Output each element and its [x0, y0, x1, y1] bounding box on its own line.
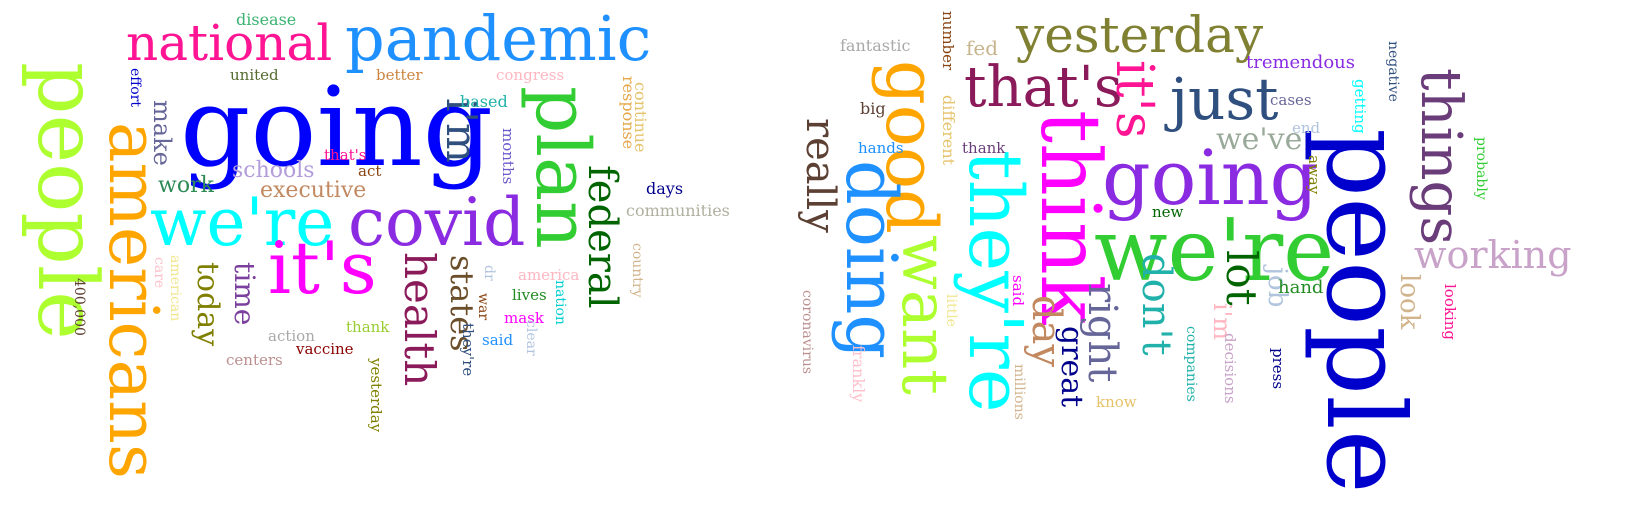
- cloud-word-days: days: [646, 179, 684, 198]
- cloud-word-hand: hand: [1278, 277, 1324, 298]
- cloud-word-negative: negative: [1385, 41, 1401, 102]
- cloud-word-executive: executive: [260, 178, 367, 203]
- cloud-word-yesterday: yesterday: [1016, 6, 1264, 64]
- cloud-word-really: really: [797, 118, 843, 233]
- cloud-word-going: going: [1102, 133, 1319, 222]
- cloud-word-we-re: we're: [1094, 201, 1335, 301]
- cloud-word-end: end: [1292, 119, 1321, 137]
- cloud-word-said: said: [1009, 275, 1027, 307]
- cloud-word-disease: disease: [236, 10, 297, 29]
- cloud-word-press: press: [1269, 348, 1287, 390]
- cloud-word-war: war: [475, 293, 491, 321]
- cloud-word-fed: fed: [966, 36, 999, 60]
- cloud-word-federal: federal: [579, 165, 625, 309]
- cloud-word-response: response: [619, 76, 638, 150]
- cloud-word-companies: companies: [1183, 326, 1199, 402]
- cloud-word-going: going: [180, 63, 494, 191]
- cloud-word-don-t: don't: [1133, 253, 1179, 356]
- cloud-word-getting: getting: [1351, 79, 1369, 134]
- cloud-word-work: work: [158, 173, 214, 198]
- cloud-word-nation: nation: [552, 280, 568, 325]
- cloud-word-pandemic: pandemic: [345, 2, 652, 75]
- cloud-word-covid: covid: [348, 184, 526, 261]
- cloud-word-millions: millions: [1011, 364, 1027, 420]
- cloud-word-away: away: [1305, 155, 1323, 195]
- cloud-word-time: time: [228, 262, 261, 326]
- cloud-word-health: health: [395, 252, 444, 387]
- cloud-word-communities: communities: [626, 201, 730, 220]
- cloud-word-lot: lot: [1217, 250, 1266, 306]
- cloud-word-months: months: [499, 128, 517, 185]
- cloud-word-it-s: it's: [268, 226, 377, 310]
- cloud-word-schools: schools: [232, 158, 315, 183]
- cloud-word-just: just: [1170, 65, 1279, 133]
- cloud-word-national: national: [126, 14, 333, 72]
- cloud-word-based: based: [460, 92, 508, 111]
- cloud-word-united: united: [230, 66, 279, 84]
- cloud-word-doing: doing: [830, 160, 912, 360]
- cloud-word-vaccine: vaccine: [296, 340, 354, 358]
- cloud-word-they-re: they're: [459, 323, 477, 377]
- cloud-word-decisions: decisions: [1221, 333, 1239, 404]
- cloud-word-probably: probably: [1473, 137, 1489, 200]
- cloud-word-big: big: [860, 99, 886, 118]
- cloud-word-that-s: that's: [324, 146, 367, 164]
- cloud-word-frankly: frankly: [849, 345, 868, 403]
- cloud-word-american: american: [167, 255, 183, 322]
- cloud-word-fantastic: fantastic: [840, 36, 911, 55]
- cloud-word-400-000: 400,000: [71, 278, 87, 336]
- cloud-word-it-s: it's: [1104, 60, 1164, 139]
- cloud-word-thank: thank: [962, 139, 1006, 157]
- word-cloud-right: people we're going think they're good want doin…: [797, 0, 1650, 520]
- cloud-word-lives: lives: [512, 286, 547, 304]
- cloud-word-act: act: [358, 162, 382, 180]
- cloud-word-action: action: [268, 327, 315, 345]
- cloud-word-dr: dr: [481, 265, 497, 281]
- cloud-word-thank: thank: [346, 318, 390, 336]
- cloud-word-cases: cases: [1270, 91, 1312, 109]
- cloud-word-better: better: [376, 66, 423, 84]
- cloud-word-things: things: [1408, 68, 1473, 246]
- cloud-word-we-re: we're: [150, 184, 335, 261]
- cloud-word-new: new: [1152, 203, 1184, 221]
- cloud-word-mask: mask: [504, 309, 544, 327]
- cloud-word-care: care: [151, 257, 167, 289]
- cloud-word-effort: effort: [127, 68, 143, 107]
- cloud-word-great: great: [1054, 326, 1089, 408]
- cloud-word-know: know: [1096, 393, 1137, 411]
- cloud-word-make: make: [148, 100, 176, 166]
- cloud-word-americans: americans: [93, 122, 172, 479]
- cloud-word-coronavirus: coronavirus: [799, 290, 815, 375]
- cloud-word-centers: centers: [226, 351, 283, 369]
- cloud-word-yesterday: yesterday: [367, 358, 385, 433]
- cloud-word-said: said: [482, 331, 514, 349]
- cloud-word-america: america: [518, 266, 580, 284]
- cloud-word-look: look: [1394, 274, 1424, 330]
- cloud-word-today: today: [190, 262, 225, 347]
- cloud-word-that-s: that's: [964, 55, 1123, 120]
- cloud-word-tremendous: tremendous: [1246, 52, 1355, 73]
- word-cloud-left: people americans going national pandemic plan…: [0, 0, 800, 520]
- cloud-word-hands: hands: [858, 139, 904, 157]
- cloud-word-different: different: [939, 95, 958, 166]
- cloud-word-we-ve: we've: [1216, 122, 1303, 157]
- cloud-word-number: number: [939, 11, 957, 71]
- cloud-word-little: little: [943, 294, 959, 327]
- cloud-word-working: working: [1414, 233, 1572, 277]
- cloud-word-congress: congress: [496, 66, 565, 84]
- cloud-word-looking: looking: [1441, 284, 1459, 341]
- cloud-word-clear: clear: [523, 320, 539, 356]
- cloud-word-country: country: [629, 243, 645, 298]
